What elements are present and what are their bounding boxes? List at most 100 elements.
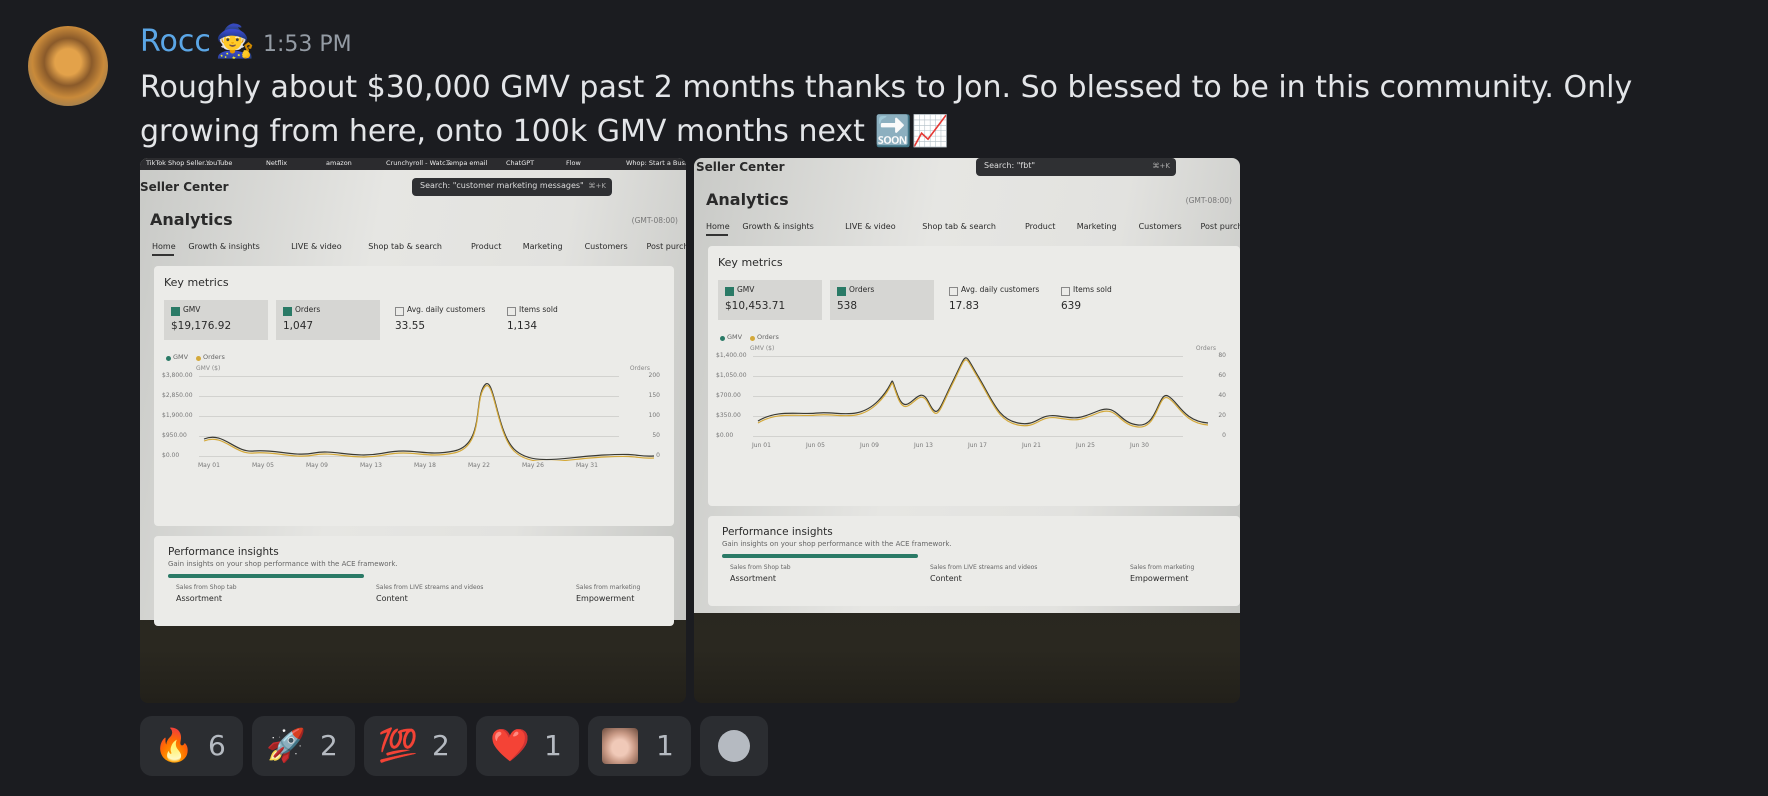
insight-caption: Sales from Shop tab — [176, 584, 237, 591]
y-tick-label: $0.00 — [716, 432, 734, 439]
grid-line — [753, 396, 1183, 397]
y-tick-label: $2,850.00 — [162, 392, 193, 399]
y2-tick-label: 40 — [1218, 392, 1226, 399]
grid-line — [199, 456, 619, 457]
nav-tab[interactable]: Marketing — [522, 242, 563, 251]
reaction[interactable]: 🚀 2 — [252, 716, 355, 776]
nav-tab[interactable]: Customers — [1138, 222, 1182, 231]
author-name[interactable]: Rocc — [140, 24, 211, 59]
photo-screen: Seller Center Search: "fbt" ⌘+K Analytics (G… — [694, 158, 1240, 613]
metric-box[interactable]: Avg. daily customers 17.83 — [942, 280, 1046, 320]
search-shortcut: ⌘+K — [588, 182, 606, 190]
nav-tab[interactable]: LIVE & video — [845, 222, 896, 231]
insight-caption: Sales from marketing — [1130, 564, 1195, 571]
nav-tab[interactable]: Growth & insights — [188, 242, 260, 251]
legend-label: GMV — [727, 333, 743, 341]
bookmark: Whop: Start a Busi... — [626, 159, 686, 167]
author-badge: 🧙 — [215, 22, 255, 60]
nav-tab[interactable]: Home — [152, 242, 176, 251]
metric-value: 538 — [837, 300, 858, 312]
chart-line — [757, 359, 1209, 428]
image-attachment[interactable]: Seller Center Search: "fbt" ⌘+K Analytics (G… — [694, 158, 1240, 703]
nav-tab[interactable]: Home — [706, 222, 730, 231]
add-reaction[interactable] — [700, 716, 768, 776]
x-tick-label: Jun 17 — [968, 442, 987, 449]
insights-card: Performance insights Gain insights on you… — [154, 536, 674, 626]
bookmark: YouTube — [206, 159, 233, 167]
image-attachment[interactable]: TikTok Shop Seller... YouTube Netflix amazo… — [140, 158, 686, 703]
bookmark: Netflix — [266, 159, 288, 167]
metric-value: 1,134 — [507, 320, 538, 332]
insight-name: Empowerment — [1130, 574, 1189, 583]
x-tick-label: May 13 — [360, 462, 382, 469]
nav-tab[interactable]: Post purchase — [646, 242, 687, 251]
metric-box[interactable]: Orders 1,047 — [276, 300, 380, 340]
reaction-count: 2 — [432, 729, 450, 762]
insights-subtitle: Gain insights on your shop performance w… — [722, 540, 952, 548]
nav-tab[interactable]: Product — [471, 242, 502, 251]
y2-tick-label: 200 — [648, 372, 660, 379]
metric-label: Avg. daily customers — [407, 305, 486, 314]
reaction[interactable]: 1 — [588, 716, 691, 776]
nav-tab[interactable]: Product — [1025, 222, 1056, 231]
y-tick-label: $0.00 — [162, 452, 180, 459]
x-tick-label: Jun 09 — [860, 442, 879, 449]
insight-caption: Sales from LIVE streams and videos — [930, 564, 1038, 571]
y2-axis-label: Orders — [629, 365, 650, 372]
metric-box[interactable]: Orders 538 — [830, 280, 934, 320]
metric-box[interactable]: Items sold 639 — [1054, 280, 1158, 320]
reaction[interactable]: ❤️ 1 — [476, 716, 579, 776]
nav-tab[interactable]: Customers — [584, 242, 628, 251]
nav-tab[interactable]: Marketing — [1076, 222, 1117, 231]
nav-tab[interactable]: LIVE & video — [291, 242, 342, 251]
nav-tab[interactable]: Post purchase — [1200, 222, 1241, 231]
grid-line — [753, 416, 1183, 417]
metric-checkbox — [171, 307, 180, 316]
metric-box[interactable]: Avg. daily customers 33.55 — [388, 300, 492, 340]
section-title: Key metrics — [164, 276, 229, 289]
y-axis-label: GMV ($) — [196, 365, 221, 372]
y-tick-label: $3,800.00 — [162, 372, 193, 379]
x-tick-label: Jun 21 — [1022, 442, 1041, 449]
x-tick-label: Jun 30 — [1130, 442, 1149, 449]
insights-subtitle: Gain insights on your shop performance w… — [168, 560, 398, 568]
x-tick-label: May 26 — [522, 462, 544, 469]
reaction-count: 6 — [208, 729, 226, 762]
metric-label: Orders — [295, 305, 321, 314]
metric-checkbox — [507, 307, 516, 316]
metric-value: 17.83 — [949, 300, 980, 312]
insight-name: Assortment — [176, 594, 223, 603]
legend-dot — [750, 336, 755, 341]
grid-line — [753, 376, 1183, 377]
legend-label: Orders — [757, 333, 779, 341]
reaction-emoji: 🔥 — [154, 726, 194, 764]
y-tick-label: $1,400.00 — [716, 352, 747, 359]
metric-box[interactable]: GMV $10,453.71 — [718, 280, 822, 320]
nav-tab[interactable]: Growth & insights — [742, 222, 814, 231]
insight-caption: Sales from LIVE streams and videos — [376, 584, 484, 591]
reaction-emoji: 🚀 — [266, 726, 306, 764]
nav-tab[interactable]: Shop tab & search — [368, 242, 442, 251]
y2-axis-label: Orders — [1195, 345, 1216, 352]
timezone: (GMT-08:00) — [1185, 196, 1232, 205]
metric-value: $10,453.71 — [725, 300, 786, 312]
reaction-count: 2 — [320, 729, 338, 762]
grid-line — [199, 416, 619, 417]
tab-underline — [152, 254, 174, 256]
chart-lines — [203, 383, 655, 461]
avatar[interactable] — [28, 26, 108, 106]
reaction[interactable]: 💯 2 — [364, 716, 467, 776]
metric-box[interactable]: Items sold 1,134 — [500, 300, 604, 340]
y2-tick-label: 150 — [648, 392, 660, 399]
bookmark: Crunchyroll - Watc... — [386, 159, 452, 167]
x-tick-label: May 22 — [468, 462, 490, 469]
legend-label: Orders — [203, 353, 225, 361]
nav-tab[interactable]: Shop tab & search — [922, 222, 996, 231]
bookmark: Tempa email — [446, 159, 488, 167]
reaction[interactable]: 🔥 6 — [140, 716, 243, 776]
y2-tick-label: 20 — [1218, 412, 1226, 419]
header: Seller Center — [140, 180, 229, 194]
page-title: Analytics — [150, 210, 233, 229]
reaction-emoji: 💯 — [378, 726, 418, 764]
metric-box[interactable]: GMV $19,176.92 — [164, 300, 268, 340]
